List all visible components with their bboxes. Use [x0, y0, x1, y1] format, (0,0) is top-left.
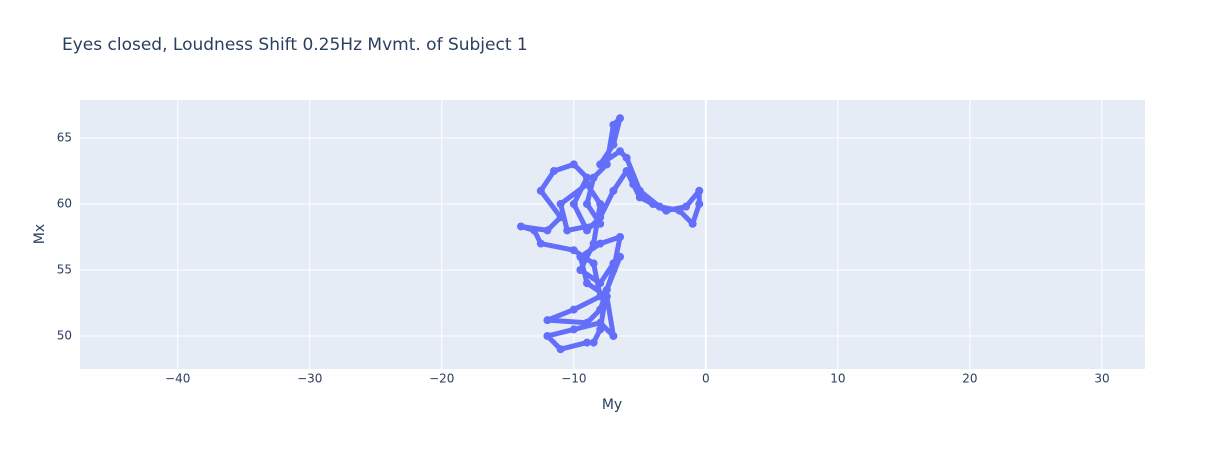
- point: [583, 200, 592, 209]
- y-tick-label: 55: [57, 263, 72, 277]
- point: [569, 305, 578, 314]
- point: [583, 226, 592, 235]
- point: [662, 206, 671, 215]
- point: [516, 222, 525, 231]
- y-axis-title: Mx: [32, 224, 48, 244]
- point: [596, 305, 605, 314]
- point: [682, 202, 691, 211]
- point: [609, 332, 618, 341]
- point: [649, 200, 658, 209]
- point: [596, 279, 605, 288]
- x-tick-label: −10: [561, 372, 586, 386]
- point: [596, 219, 605, 228]
- point: [583, 180, 592, 189]
- point: [556, 345, 565, 354]
- x-tick-label: 30: [1094, 372, 1109, 386]
- point: [616, 252, 625, 261]
- point: [596, 239, 605, 248]
- point: [695, 200, 704, 209]
- y-tick-label: 65: [57, 131, 72, 145]
- point: [688, 219, 697, 228]
- y-tick-label: 50: [57, 329, 72, 343]
- x-tick-label: 10: [830, 372, 845, 386]
- point: [536, 239, 545, 248]
- point: [609, 120, 618, 129]
- x-tick-label: 20: [962, 372, 977, 386]
- point: [596, 318, 605, 327]
- point: [569, 160, 578, 169]
- marks: [516, 114, 704, 354]
- point: [622, 167, 631, 176]
- point: [569, 325, 578, 334]
- point: [629, 180, 638, 189]
- point: [602, 285, 611, 294]
- point: [616, 147, 625, 156]
- x-axis-title: My: [602, 397, 622, 413]
- point: [596, 160, 605, 169]
- point: [589, 239, 598, 248]
- point: [563, 226, 572, 235]
- x-tick-label: −40: [165, 372, 190, 386]
- point: [583, 173, 592, 182]
- point: [596, 325, 605, 334]
- point: [616, 114, 625, 123]
- point: [655, 202, 664, 211]
- point: [596, 200, 605, 209]
- point: [550, 167, 559, 176]
- point: [596, 213, 605, 222]
- point: [589, 173, 598, 182]
- point: [583, 318, 592, 327]
- point: [635, 186, 644, 195]
- point: [530, 226, 539, 235]
- point: [596, 292, 605, 301]
- point: [609, 266, 618, 275]
- point: [556, 200, 565, 209]
- chart-title: Eyes closed, Loudness Shift 0.25Hz Mvmt.…: [62, 35, 528, 55]
- point: [602, 292, 611, 301]
- point: [635, 193, 644, 202]
- point: [609, 259, 618, 268]
- point: [583, 338, 592, 347]
- y-tick-label: 60: [57, 197, 72, 211]
- point: [576, 252, 585, 261]
- point: [609, 186, 618, 195]
- point: [616, 233, 625, 242]
- point: [569, 246, 578, 255]
- point: [695, 186, 704, 195]
- point: [589, 259, 598, 268]
- point: [536, 186, 545, 195]
- x-tick-label: −20: [429, 372, 454, 386]
- point: [622, 153, 631, 162]
- x-tick-label: 0: [702, 372, 710, 386]
- x-tick-label: −30: [297, 372, 322, 386]
- point: [583, 279, 592, 288]
- point: [609, 140, 618, 149]
- point: [602, 160, 611, 169]
- point: [589, 338, 598, 347]
- point: [576, 266, 585, 275]
- point: [675, 206, 684, 215]
- point: [543, 332, 552, 341]
- point: [569, 200, 578, 209]
- point: [543, 316, 552, 325]
- point: [543, 226, 552, 235]
- point: [556, 213, 565, 222]
